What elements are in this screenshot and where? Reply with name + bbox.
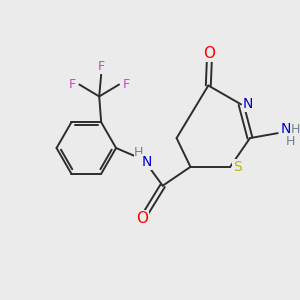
Text: F: F bbox=[69, 78, 76, 91]
Text: H: H bbox=[286, 135, 295, 148]
Text: S: S bbox=[233, 160, 242, 174]
Text: N: N bbox=[142, 155, 152, 169]
Text: H: H bbox=[291, 123, 300, 136]
Text: N: N bbox=[280, 122, 291, 136]
Text: F: F bbox=[98, 60, 105, 73]
Text: O: O bbox=[203, 46, 215, 61]
Text: N: N bbox=[243, 98, 253, 111]
Text: O: O bbox=[136, 211, 148, 226]
Text: F: F bbox=[122, 78, 130, 91]
Text: H: H bbox=[134, 146, 144, 160]
